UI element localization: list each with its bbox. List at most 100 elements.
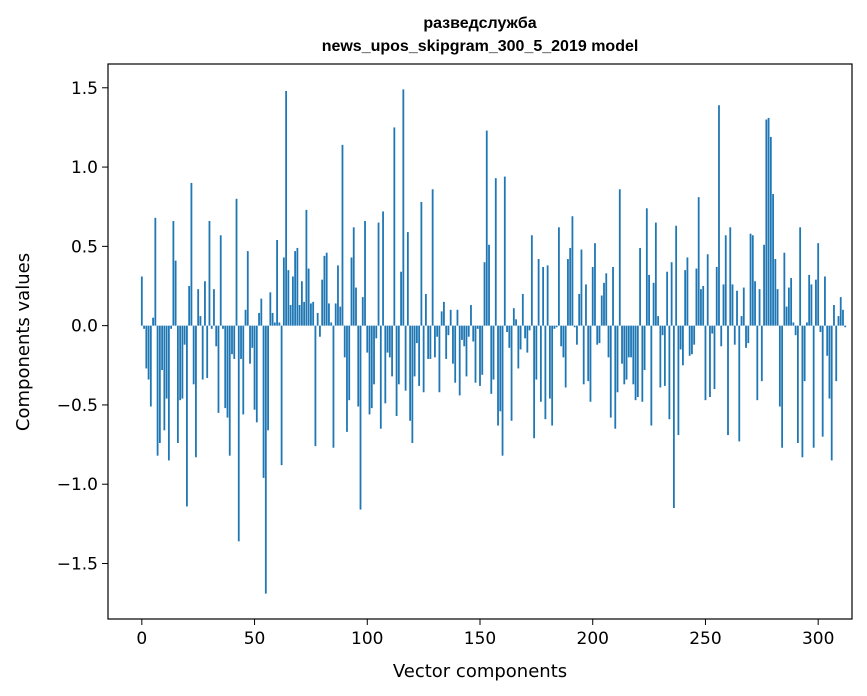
bar-68 xyxy=(294,251,297,326)
bar-194 xyxy=(578,293,581,326)
bar-253 xyxy=(711,325,714,334)
bar-301 xyxy=(819,325,822,332)
bar-235 xyxy=(670,262,673,326)
bar-184 xyxy=(555,325,558,328)
bar-164 xyxy=(510,325,513,421)
bar-140 xyxy=(456,309,459,326)
bar-20 xyxy=(186,325,188,507)
bar-262 xyxy=(731,284,734,326)
bar-113 xyxy=(395,325,398,417)
bar-254 xyxy=(713,325,716,390)
bar-223 xyxy=(643,325,646,371)
bar-2 xyxy=(145,325,148,369)
bar-300 xyxy=(817,243,820,326)
bar-289 xyxy=(792,322,795,326)
bar-79 xyxy=(319,325,321,337)
bar-157 xyxy=(494,178,497,326)
bar-297 xyxy=(810,284,813,326)
bar-145 xyxy=(467,325,470,337)
bar-115 xyxy=(400,271,402,326)
bar-91 xyxy=(346,325,348,432)
bar-209 xyxy=(612,266,614,326)
bar-93 xyxy=(350,257,353,326)
bar-80 xyxy=(321,279,324,326)
bar-278 xyxy=(767,117,770,326)
bar-292 xyxy=(799,227,802,326)
bar-10 xyxy=(163,325,166,431)
bar-154 xyxy=(488,244,490,326)
bar-67 xyxy=(291,276,294,326)
bar-173 xyxy=(530,235,533,326)
bar-105 xyxy=(377,222,380,326)
plot-frame xyxy=(107,63,853,620)
bar-233 xyxy=(666,271,669,326)
bar-291 xyxy=(796,325,799,443)
bar-63 xyxy=(282,257,285,326)
bar-86 xyxy=(334,303,337,326)
y-axis-label: Components values xyxy=(13,253,34,431)
bar-41 xyxy=(233,325,236,359)
bar-112 xyxy=(393,127,396,326)
y-tick-label: 0.0 xyxy=(71,317,98,337)
bar-238 xyxy=(677,325,680,436)
bar-100 xyxy=(366,325,369,353)
bar-144 xyxy=(465,325,468,377)
bar-294 xyxy=(803,325,806,382)
bar-50 xyxy=(253,325,256,410)
bar-178 xyxy=(542,266,545,326)
bar-124 xyxy=(420,201,423,326)
bar-148 xyxy=(474,325,477,383)
bar-64 xyxy=(285,90,288,326)
bar-260 xyxy=(727,325,729,436)
bar-16 xyxy=(176,325,179,443)
bar-201 xyxy=(594,243,596,326)
bar-220 xyxy=(636,325,639,397)
bar-266 xyxy=(740,316,743,326)
bar-305 xyxy=(828,325,831,399)
bar-38 xyxy=(226,325,229,418)
bar-221 xyxy=(639,247,641,326)
bar-19 xyxy=(183,325,186,345)
bar-264 xyxy=(736,290,738,326)
y-tick-label: 0.5 xyxy=(71,237,98,257)
bar-87 xyxy=(337,265,339,326)
bar-33 xyxy=(215,325,218,347)
bar-98 xyxy=(361,297,364,326)
bar-84 xyxy=(330,322,333,326)
bar-44 xyxy=(240,325,242,359)
bar-62 xyxy=(280,325,283,466)
bar-211 xyxy=(616,325,619,393)
bar-141 xyxy=(458,325,461,396)
bar-176 xyxy=(537,259,540,326)
x-tick-label: 50 xyxy=(244,629,266,649)
bar-76 xyxy=(312,301,315,326)
bar-26 xyxy=(199,316,202,326)
bar-295 xyxy=(806,322,808,326)
bar-277 xyxy=(765,119,768,326)
bar-series xyxy=(140,89,847,594)
bar-195 xyxy=(580,249,583,326)
bar-22 xyxy=(190,182,193,326)
bar-75 xyxy=(310,303,312,326)
bar-186 xyxy=(560,325,563,347)
y-tick-label: 1.0 xyxy=(71,158,98,178)
bar-189 xyxy=(567,259,569,326)
bar-77 xyxy=(314,325,317,447)
bar-65 xyxy=(287,270,290,326)
bar-171 xyxy=(526,325,529,353)
bar-156 xyxy=(492,325,495,380)
bar-69 xyxy=(296,247,299,326)
bar-111 xyxy=(391,325,393,377)
bar-170 xyxy=(524,325,526,339)
bar-279 xyxy=(769,136,772,326)
bar-225 xyxy=(648,274,650,326)
bar-161 xyxy=(503,176,506,326)
bar-137 xyxy=(449,309,452,326)
bar-37 xyxy=(224,325,227,409)
bar-106 xyxy=(379,325,382,429)
bar-219 xyxy=(634,325,637,401)
bar-212 xyxy=(618,189,621,326)
bar-187 xyxy=(562,325,565,358)
x-tick-label: 0 xyxy=(136,629,147,649)
